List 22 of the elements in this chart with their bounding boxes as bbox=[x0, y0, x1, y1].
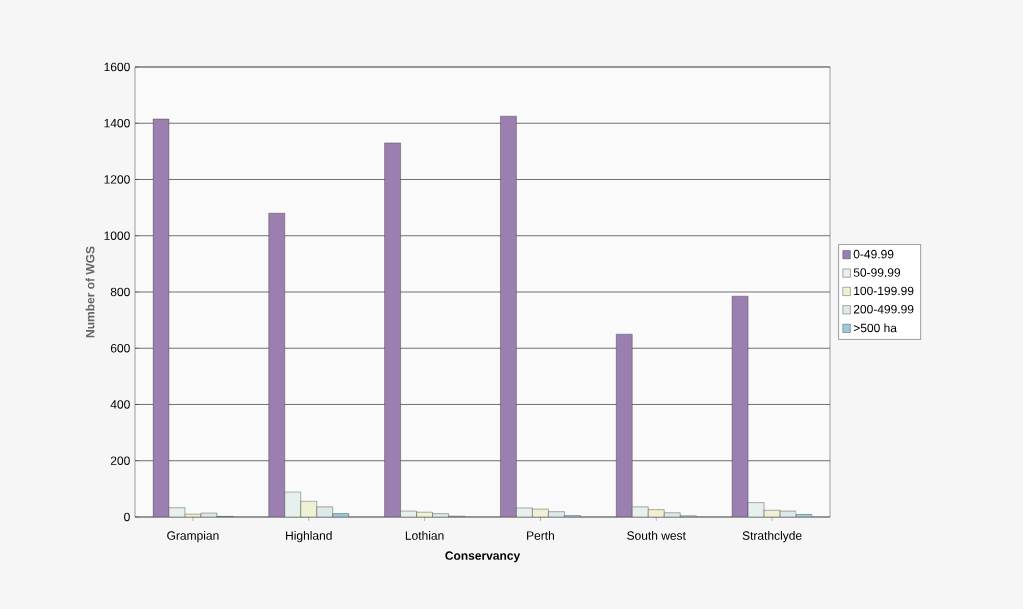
y-tick-label: 600 bbox=[110, 343, 130, 353]
legend-label: 200-499.99 bbox=[853, 305, 914, 314]
x-tick-label: South west bbox=[627, 531, 686, 540]
legend-label: >500 ha bbox=[853, 323, 897, 333]
legend-label: 0-49.99 bbox=[853, 249, 894, 259]
y-tick-label: 0 bbox=[124, 512, 130, 522]
y-tick-label: 200 bbox=[110, 456, 130, 465]
y-axis-title: Number of WGS bbox=[85, 246, 95, 338]
x-tick-label: Highland bbox=[286, 531, 332, 543]
x-tick-label: Lothian bbox=[405, 531, 444, 540]
x-tick-label: Strathclyde bbox=[742, 531, 802, 543]
y-tick-label: 400 bbox=[110, 400, 130, 409]
x-tick-label: Perth bbox=[527, 531, 554, 540]
legend-label: 100-199.99 bbox=[854, 286, 914, 296]
legend-label: 50-99.99 bbox=[853, 268, 901, 277]
y-tick-label: 800 bbox=[110, 287, 130, 297]
y-tick-label: 1000 bbox=[104, 231, 130, 240]
y-tick-label: 1600 bbox=[104, 62, 130, 72]
x-tick-label: Grampian bbox=[167, 531, 219, 543]
y-tick-label: 1400 bbox=[104, 118, 130, 128]
x-axis-title: Conservancy bbox=[445, 551, 521, 563]
y-tick-label: 1200 bbox=[104, 175, 130, 184]
